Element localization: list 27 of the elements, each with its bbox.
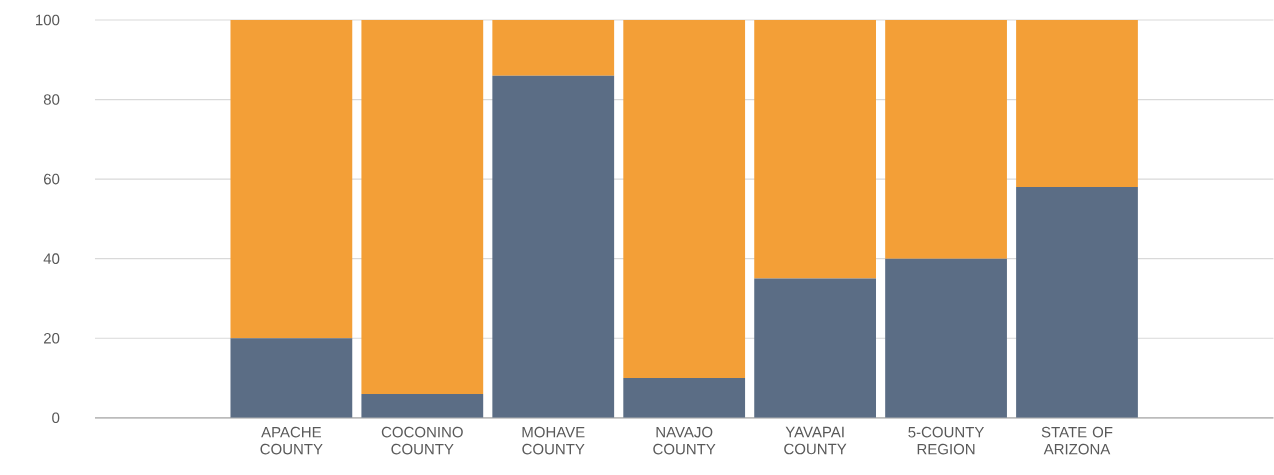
bar <box>361 20 484 395</box>
bar <box>754 20 877 279</box>
x-tick-label: YAVAPAI COUNTY <box>784 426 847 455</box>
bar <box>1016 20 1138 188</box>
bar <box>754 278 877 418</box>
bar <box>623 378 746 418</box>
x-tick-label: NAVAJO COUNTY <box>653 426 716 455</box>
x-tick-label: APACHE COUNTY <box>260 426 323 455</box>
bar <box>885 20 1007 259</box>
bar <box>361 394 484 418</box>
bar <box>1016 187 1138 418</box>
bar <box>492 20 615 76</box>
bar <box>230 338 353 418</box>
x-tick-label: STATE OF ARIZONA <box>1041 426 1113 455</box>
bar <box>492 75 615 418</box>
bar <box>885 258 1007 418</box>
y-tick-label: 20 <box>43 333 60 344</box>
x-tick-label: 5-COUNTY REGION <box>908 426 985 455</box>
bar <box>230 20 353 339</box>
x-tick-label: MOHAVE COUNTY <box>522 426 585 455</box>
y-tick-label: 80 <box>43 94 60 105</box>
bar <box>623 20 746 379</box>
x-tick-label: COCONINO COUNTY <box>381 426 463 455</box>
y-tick-label: 40 <box>43 253 60 265</box>
y-tick-label: 100 <box>36 14 60 26</box>
y-tick-label: 60 <box>43 173 60 185</box>
y-tick-label: 0 <box>52 412 60 424</box>
